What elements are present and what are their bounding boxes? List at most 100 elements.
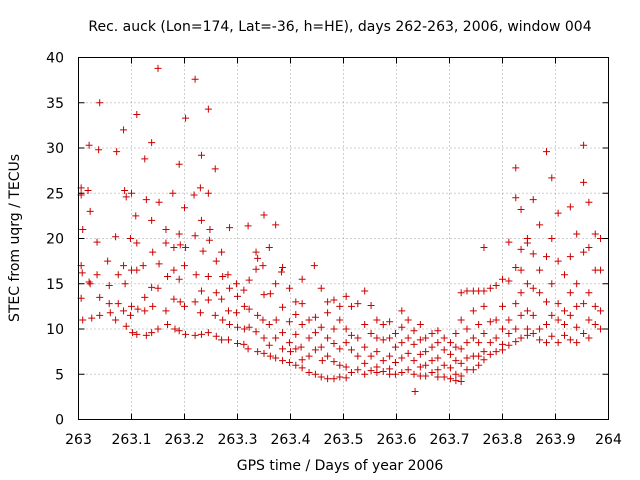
data-point (457, 345, 465, 353)
data-point (234, 292, 241, 300)
data-point (457, 316, 465, 324)
data-point (162, 239, 170, 247)
data-point (580, 300, 588, 308)
data-point (260, 291, 268, 299)
data-point (486, 318, 494, 326)
data-point (128, 302, 135, 310)
data-point (342, 292, 350, 300)
data-point (330, 296, 338, 304)
data-point (452, 370, 460, 378)
data-point (234, 323, 241, 331)
x-axis-tick-labels: 263 263.1 263.2 263.3 263.4 263.5 263.6 263.7 26… (65, 432, 622, 448)
data-point (305, 316, 313, 324)
data-point (211, 165, 219, 173)
data-point (330, 325, 338, 333)
data-point (361, 320, 369, 328)
data-point (342, 374, 350, 382)
data-point (566, 253, 574, 261)
data-point (324, 375, 332, 383)
data-point (277, 268, 285, 276)
data-point (164, 273, 172, 281)
data-point (170, 295, 178, 303)
data-point (191, 331, 199, 339)
data-point (475, 320, 483, 328)
data-point (486, 284, 494, 292)
data-point (133, 330, 141, 338)
data-point (265, 244, 273, 252)
data-point (492, 316, 500, 324)
data-point (122, 193, 130, 201)
data-point (566, 289, 574, 297)
data-point (512, 263, 520, 271)
data-point (212, 257, 220, 265)
data-point (391, 370, 399, 378)
data-point (259, 262, 267, 270)
data-point (240, 325, 248, 333)
data-point (197, 151, 205, 159)
data-point (266, 352, 274, 360)
data-point (96, 293, 104, 301)
data-point (285, 339, 293, 347)
data-point (410, 357, 418, 365)
data-point (597, 266, 605, 274)
data-point (114, 271, 122, 279)
data-point (480, 348, 488, 356)
data-point (212, 289, 220, 297)
grid-lines (78, 57, 609, 420)
data-point (336, 373, 344, 381)
data-point (554, 209, 562, 217)
data-point (120, 262, 128, 270)
data-point (204, 296, 212, 304)
data-point (410, 370, 418, 378)
data-point (191, 232, 199, 240)
data-point (79, 225, 87, 233)
data-point (536, 289, 544, 297)
data-point (354, 334, 362, 342)
data-point (440, 373, 448, 381)
data-point (181, 302, 188, 310)
data-point (139, 262, 147, 270)
data-point (512, 300, 520, 308)
data-point (499, 302, 506, 310)
data-point (148, 139, 156, 147)
data-point (254, 348, 262, 356)
data-point (298, 275, 306, 283)
data-point (416, 320, 424, 328)
data-point (245, 276, 253, 284)
data-point (523, 307, 531, 315)
data-point (148, 216, 156, 224)
data-point (554, 316, 562, 324)
data-point (298, 356, 306, 364)
data-point (517, 206, 525, 214)
data-point (591, 302, 599, 310)
data-point (84, 187, 92, 195)
data-point (219, 316, 227, 324)
data-point (196, 309, 204, 317)
data-point (260, 349, 268, 357)
data-point (361, 370, 369, 378)
data-point (324, 298, 332, 306)
data-point (561, 331, 569, 339)
data-point (120, 126, 128, 134)
data-point (112, 316, 120, 324)
data-point (105, 282, 113, 290)
y-tick-label: 10 (46, 322, 64, 338)
data-point (272, 221, 280, 229)
data-point (105, 300, 113, 308)
data-point (292, 330, 300, 338)
data-point (585, 198, 593, 206)
data-point (499, 275, 506, 283)
data-point (232, 280, 240, 288)
data-point (347, 331, 355, 339)
data-point (311, 370, 319, 378)
data-point (566, 203, 574, 211)
data-point (292, 298, 300, 306)
data-point (206, 225, 214, 233)
data-point (218, 295, 226, 303)
data-point (548, 332, 556, 340)
data-point (342, 363, 350, 371)
data-point (279, 345, 287, 353)
data-point (561, 271, 569, 279)
data-point (447, 375, 455, 383)
data-point (226, 284, 234, 292)
